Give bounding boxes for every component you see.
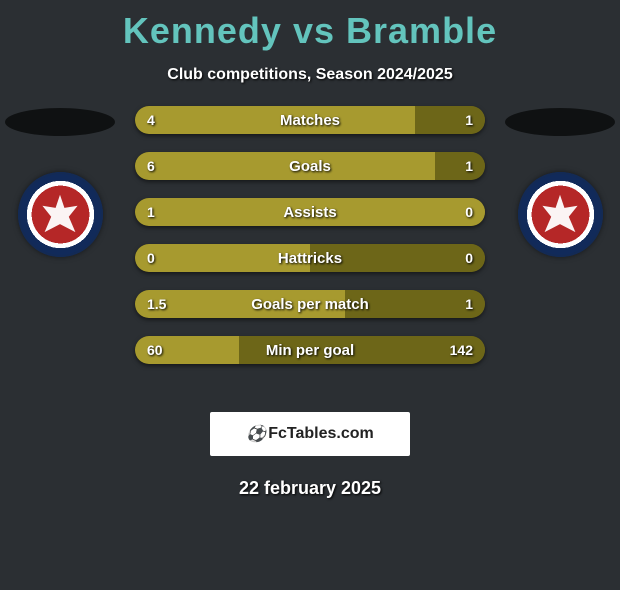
stat-value-left: 6	[147, 152, 155, 180]
stat-bar-left	[135, 244, 310, 272]
vs-label: vs	[293, 10, 335, 51]
stat-row-assists: Assists10	[135, 198, 485, 226]
stat-bar-right	[239, 336, 485, 364]
stat-row-goals: Goals61	[135, 152, 485, 180]
stat-bar-left	[135, 290, 345, 318]
fctables-logo-text: FcTables.com	[268, 425, 374, 443]
comparison-layout: Matches41Goals61Assists10Hattricks00Goal…	[0, 106, 620, 386]
stat-value-right: 142	[450, 336, 473, 364]
fctables-logo-icon: ⚽	[246, 424, 266, 444]
fctables-logo: ⚽ FcTables.com	[210, 412, 410, 456]
stat-row-matches: Matches41	[135, 106, 485, 134]
stat-bar-left	[135, 152, 435, 180]
player2-silhouette	[505, 108, 615, 136]
stat-value-left: 0	[147, 244, 155, 272]
stat-bar-right	[435, 152, 485, 180]
stat-value-right: 0	[465, 198, 473, 226]
stat-value-left: 1.5	[147, 290, 166, 318]
stat-value-right: 1	[465, 290, 473, 318]
stat-value-right: 1	[465, 152, 473, 180]
stat-bar-right	[415, 106, 485, 134]
player1-silhouette	[5, 108, 115, 136]
player1-club-badge	[18, 172, 103, 257]
stat-value-left: 60	[147, 336, 163, 364]
stat-value-left: 1	[147, 198, 155, 226]
footer-date: 22 february 2025	[0, 478, 620, 499]
stat-bar-right	[345, 290, 485, 318]
stat-value-right: 0	[465, 244, 473, 272]
left-player-column	[0, 106, 120, 257]
player1-name: Kennedy	[123, 10, 282, 51]
stat-value-right: 1	[465, 106, 473, 134]
right-player-column	[500, 106, 620, 257]
stat-bar-left	[135, 106, 415, 134]
stat-row-min-per-goal: Min per goal60142	[135, 336, 485, 364]
stat-value-left: 4	[147, 106, 155, 134]
stat-bars: Matches41Goals61Assists10Hattricks00Goal…	[135, 106, 485, 364]
player2-name: Bramble	[346, 10, 497, 51]
stat-bar-left	[135, 198, 485, 226]
player2-club-badge	[518, 172, 603, 257]
stat-row-hattricks: Hattricks00	[135, 244, 485, 272]
page-title: Kennedy vs Bramble	[0, 10, 620, 52]
stat-row-goals-per-match: Goals per match1.51	[135, 290, 485, 318]
subtitle: Club competitions, Season 2024/2025	[0, 66, 620, 84]
stat-bar-right	[310, 244, 485, 272]
